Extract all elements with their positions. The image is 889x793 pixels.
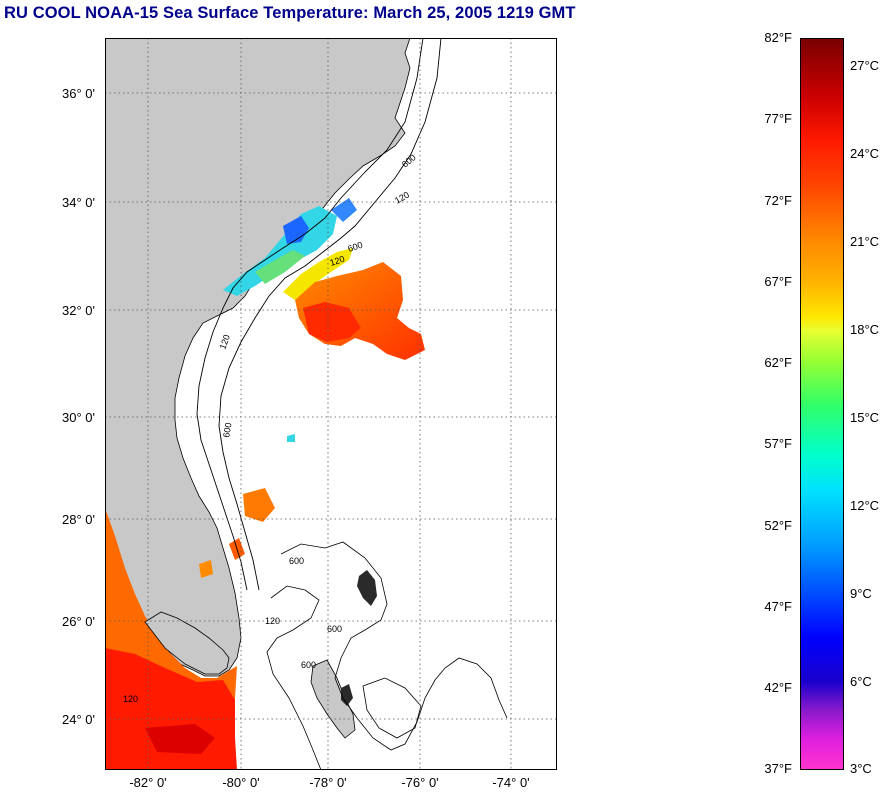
colorbar-fahrenheit-label: 37°F (764, 761, 792, 776)
colorbar-fahrenheit-label: 47°F (764, 599, 792, 614)
contour-label: 120 (265, 616, 280, 626)
colorbar-fahrenheit-label: 57°F (764, 436, 792, 451)
colorbar-fahrenheit-label: 67°F (764, 274, 792, 289)
land-florida-tip (144, 611, 230, 675)
lon-label: -80° 0' (222, 775, 260, 790)
contour-label: 600 (221, 422, 233, 439)
sst-blue-patch (331, 198, 357, 222)
colorbar-celsius-label: 27°C (850, 58, 880, 73)
contour-label: 120 (123, 694, 138, 704)
lat-label: 32° 0' (62, 303, 95, 318)
page-title: RU COOL NOAA-15 Sea Surface Temperature:… (4, 4, 576, 22)
bathymetry-contour-bahamas (362, 677, 422, 739)
contour-label: 600 (301, 660, 316, 670)
lat-label: 28° 0' (62, 512, 95, 527)
colorbar-celsius-label: 3°C (850, 761, 872, 776)
colorbar-fahrenheit-label: 52°F (764, 518, 792, 533)
sst-map: 120 600 120 600 120 600 600 120 600 120 … (105, 38, 557, 770)
bathymetry-contour-120 (196, 38, 424, 591)
contour-label: 120 (329, 254, 346, 268)
lat-label: 26° 0' (62, 614, 95, 629)
colorbar-fahrenheit-label: 72°F (764, 193, 792, 208)
sst-blue-patch (283, 216, 309, 244)
lat-label: 30° 0' (62, 410, 95, 425)
lon-label: -74° 0' (492, 775, 530, 790)
colorbar-celsius-label: 15°C (850, 410, 880, 425)
bathymetry-contour-bahamas (280, 541, 508, 751)
contour-label: 120 (217, 333, 232, 351)
colorbar-celsius-label: 12°C (850, 498, 880, 513)
contour-label: 600 (327, 624, 342, 634)
sst-orange-patch (243, 488, 275, 522)
lat-label: 24° 0' (62, 712, 95, 727)
colorbar-celsius-label: 6°C (850, 674, 872, 689)
lat-label: 34° 0' (62, 195, 95, 210)
colorbar-celsius-label: 18°C (850, 322, 880, 337)
colorbar-celsius-label: 9°C (850, 586, 872, 601)
colorbar-fahrenheit-label: 42°F (764, 680, 792, 695)
bathymetry-contour-bahamas (266, 585, 322, 770)
lon-label: -78° 0' (309, 775, 347, 790)
sst-red-core (303, 302, 361, 342)
contour-label: 600 (289, 556, 304, 566)
colorbar-fahrenheit-label: 77°F (764, 111, 792, 126)
lon-label: -76° 0' (401, 775, 439, 790)
sst-gulf-red (145, 724, 215, 754)
land-bahamas-islands (341, 570, 377, 706)
contour-label: 600 (347, 240, 364, 254)
land-andros-island (310, 659, 356, 739)
bathymetry-contour-600 (218, 38, 442, 591)
map-frame (105, 38, 557, 770)
colorbar-celsius-label: 24°C (850, 146, 880, 161)
sst-cyan-speck (287, 434, 295, 442)
colorbar-celsius-label: 21°C (850, 234, 880, 249)
colorbar-fahrenheit-label: 82°F (764, 30, 792, 45)
sst-orange-patch (199, 560, 213, 578)
sst-green-band (255, 250, 305, 284)
grid-lines (105, 38, 557, 770)
lon-label: -82° 0' (129, 775, 167, 790)
sst-yellow-band (283, 248, 353, 300)
lat-label: 36° 0' (62, 86, 95, 101)
temperature-colorbar (800, 38, 844, 770)
colorbar-fahrenheit-label: 62°F (764, 355, 792, 370)
